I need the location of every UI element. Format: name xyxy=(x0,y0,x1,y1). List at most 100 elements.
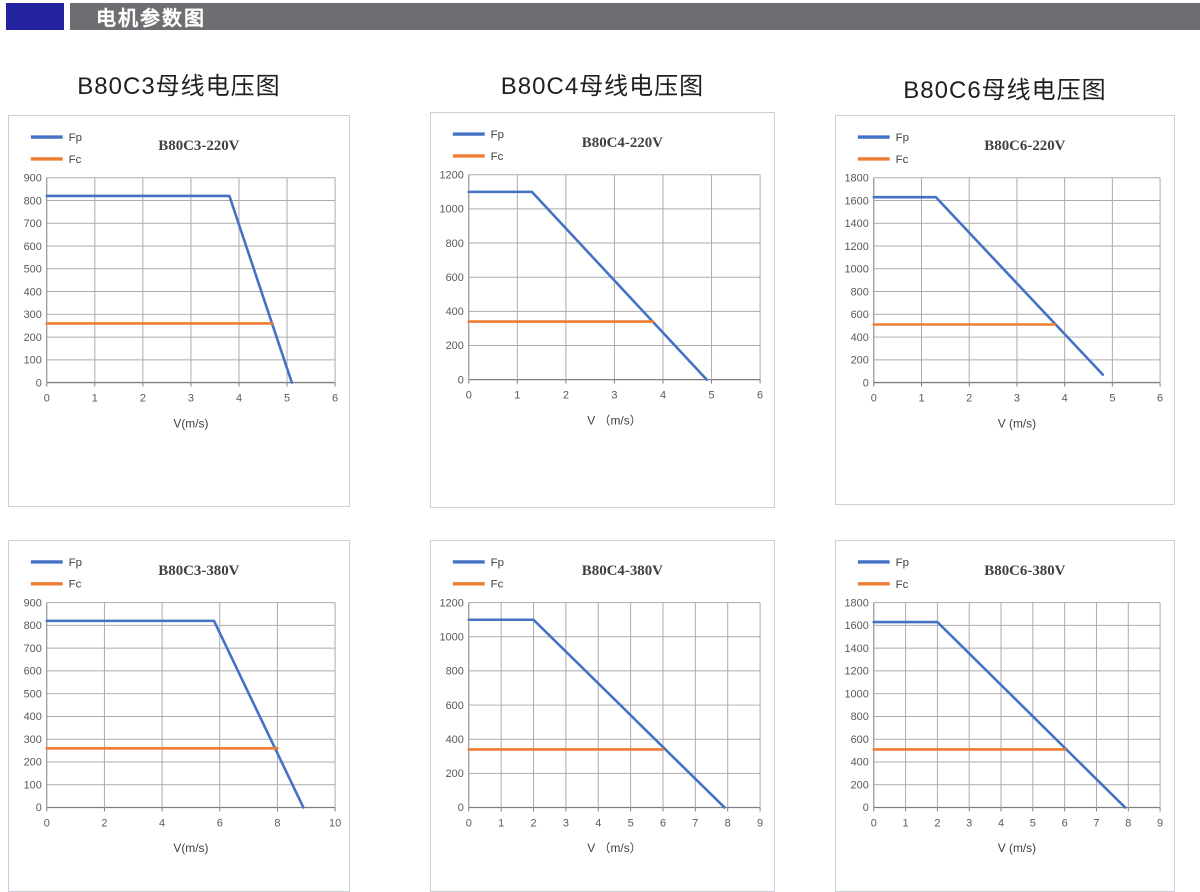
header-accent-block xyxy=(6,3,64,30)
chart-inner-title: B80C3-380V xyxy=(158,563,239,579)
chart-canvas: 0 200 400 600 800 1000 1200 1400 1600 1800 0 1 2 3 4 5 6… xyxy=(844,557,1163,855)
series-line-fp xyxy=(45,619,305,809)
x-tick-label: 1 xyxy=(92,392,98,404)
y-tick-label: 300 xyxy=(24,734,42,746)
legend-label-fp: Fp xyxy=(896,132,909,144)
chart-inner-title: B80C4-220V xyxy=(582,135,663,151)
y-tick-label: 1400 xyxy=(844,218,868,230)
x-tick-label: 7 xyxy=(1093,817,1099,829)
x-tick-label: 1 xyxy=(514,389,520,401)
y-tick-label: 0 xyxy=(863,377,869,389)
y-tick-label: 600 xyxy=(24,241,42,253)
y-tick-label: 1600 xyxy=(844,620,868,632)
chart-panel-b80c3-380v: 0 100 200 300 400 500 600 700 800 900 0 2 4 6 8 10 Fp Fc B… xyxy=(8,540,350,892)
y-tick-label: 600 xyxy=(851,734,869,746)
x-tick-label: 0 xyxy=(44,817,50,829)
y-tick-label: 1800 xyxy=(844,597,868,609)
x-tick-label: 0 xyxy=(466,817,472,829)
x-tick-label: 6 xyxy=(757,389,763,401)
x-tick-label: 4 xyxy=(660,389,666,401)
y-tick-label: 400 xyxy=(24,711,42,723)
series-line-fp xyxy=(872,195,1105,376)
x-tick-label: 6 xyxy=(1062,817,1068,829)
y-tick-label: 800 xyxy=(24,195,42,207)
y-tick-label: 500 xyxy=(24,688,42,700)
x-tick-label: 3 xyxy=(966,817,972,829)
y-tick-label: 1000 xyxy=(439,204,463,216)
legend-label-fc: Fc xyxy=(491,151,504,163)
y-tick-label: 800 xyxy=(851,286,869,298)
y-tick-label: 600 xyxy=(851,309,869,321)
y-tick-label: 1200 xyxy=(439,597,463,609)
y-tick-label: 400 xyxy=(24,286,42,298)
x-tick-label: 2 xyxy=(101,817,107,829)
y-tick-label: 900 xyxy=(24,597,42,609)
chart-canvas: 0 200 400 600 800 1000 1200 1400 1600 1800 0 1 2 3 4 5 6… xyxy=(844,132,1163,430)
y-tick-label: 1000 xyxy=(844,688,868,700)
x-tick-label: 1 xyxy=(498,817,504,829)
chart-panel-b80c4-380v: 0 200 400 600 800 1000 1200 0 1 2 3 4 5 6 7 8 9 Fp Fc B80C4… xyxy=(430,540,775,892)
x-tick-label: 5 xyxy=(628,817,634,829)
y-tick-label: 700 xyxy=(24,218,42,230)
y-tick-label: 1200 xyxy=(844,241,868,253)
legend-label-fp: Fp xyxy=(491,129,504,141)
y-tick-label: 600 xyxy=(446,700,464,712)
series-line-fp xyxy=(872,620,1127,809)
page-title: 电机参数图 xyxy=(96,8,206,30)
y-tick-label: 1200 xyxy=(844,666,868,678)
series-line-fp xyxy=(467,190,708,381)
x-tick-label: 6 xyxy=(217,817,223,829)
x-tick-label: 0 xyxy=(44,392,50,404)
x-axis-title: V (m/s) xyxy=(998,841,1036,855)
x-tick-label: 3 xyxy=(563,817,569,829)
y-tick-label: 300 xyxy=(24,309,42,321)
x-tick-label: 1 xyxy=(903,817,909,829)
y-tick-label: 800 xyxy=(24,620,42,632)
legend-label-fp: Fp xyxy=(491,557,504,569)
x-tick-label: 5 xyxy=(284,392,290,404)
x-tick-label: 5 xyxy=(1109,392,1115,404)
x-tick-label: 0 xyxy=(871,817,877,829)
y-tick-label: 600 xyxy=(446,272,464,284)
y-tick-label: 200 xyxy=(446,340,464,352)
x-tick-label: 0 xyxy=(871,392,877,404)
y-tick-label: 200 xyxy=(24,332,42,344)
x-axis-title: V(m/s) xyxy=(173,416,208,430)
x-tick-label: 8 xyxy=(274,817,280,829)
x-tick-label: 9 xyxy=(1157,817,1163,829)
y-tick-label: 0 xyxy=(863,802,869,814)
x-tick-label: 0 xyxy=(466,389,472,401)
y-tick-label: 100 xyxy=(24,355,42,367)
x-tick-label: 4 xyxy=(1062,392,1068,404)
chart-inner-title: B80C3-220V xyxy=(158,138,239,154)
y-tick-label: 200 xyxy=(851,779,869,791)
x-tick-label: 4 xyxy=(595,817,601,829)
y-tick-label: 500 xyxy=(24,264,42,276)
section-title-b80c3: B80C3母线电压图 xyxy=(77,73,281,100)
y-tick-label: 200 xyxy=(446,768,464,780)
chart-panel-b80c3-220v: 0 100 200 300 400 500 600 700 800 900 0 1 2 3 4 5 6 Fp Fc B… xyxy=(8,115,350,507)
x-tick-label: 6 xyxy=(332,392,338,404)
x-tick-label: 8 xyxy=(1125,817,1131,829)
x-tick-label: 4 xyxy=(236,392,242,404)
y-tick-label: 400 xyxy=(446,734,464,746)
y-tick-label: 900 xyxy=(24,173,42,185)
y-tick-label: 0 xyxy=(458,374,464,386)
chart-canvas: 0 100 200 300 400 500 600 700 800 900 0 1 2 3 4 5 6 Fp Fc B… xyxy=(24,132,339,430)
x-tick-label: 2 xyxy=(966,392,972,404)
page-header-bar: 电机参数图 xyxy=(70,3,1200,30)
x-tick-label: 7 xyxy=(692,817,698,829)
x-axis-title: V(m/s) xyxy=(173,841,208,855)
y-tick-label: 0 xyxy=(36,377,42,389)
y-tick-label: 800 xyxy=(446,666,464,678)
y-tick-label: 1800 xyxy=(844,173,868,185)
x-tick-label: 2 xyxy=(140,392,146,404)
x-axis-title: V （m/s） xyxy=(587,413,641,427)
chart-panel-b80c6-380v: 0 200 400 600 800 1000 1200 1400 1600 1800 0 1 2 3 4 5 6… xyxy=(835,540,1175,892)
x-tick-label: 10 xyxy=(329,817,341,829)
y-tick-label: 400 xyxy=(446,306,464,318)
x-tick-label: 4 xyxy=(159,817,165,829)
x-tick-label: 2 xyxy=(563,389,569,401)
legend-label-fp: Fp xyxy=(896,557,909,569)
x-tick-label: 2 xyxy=(530,817,536,829)
